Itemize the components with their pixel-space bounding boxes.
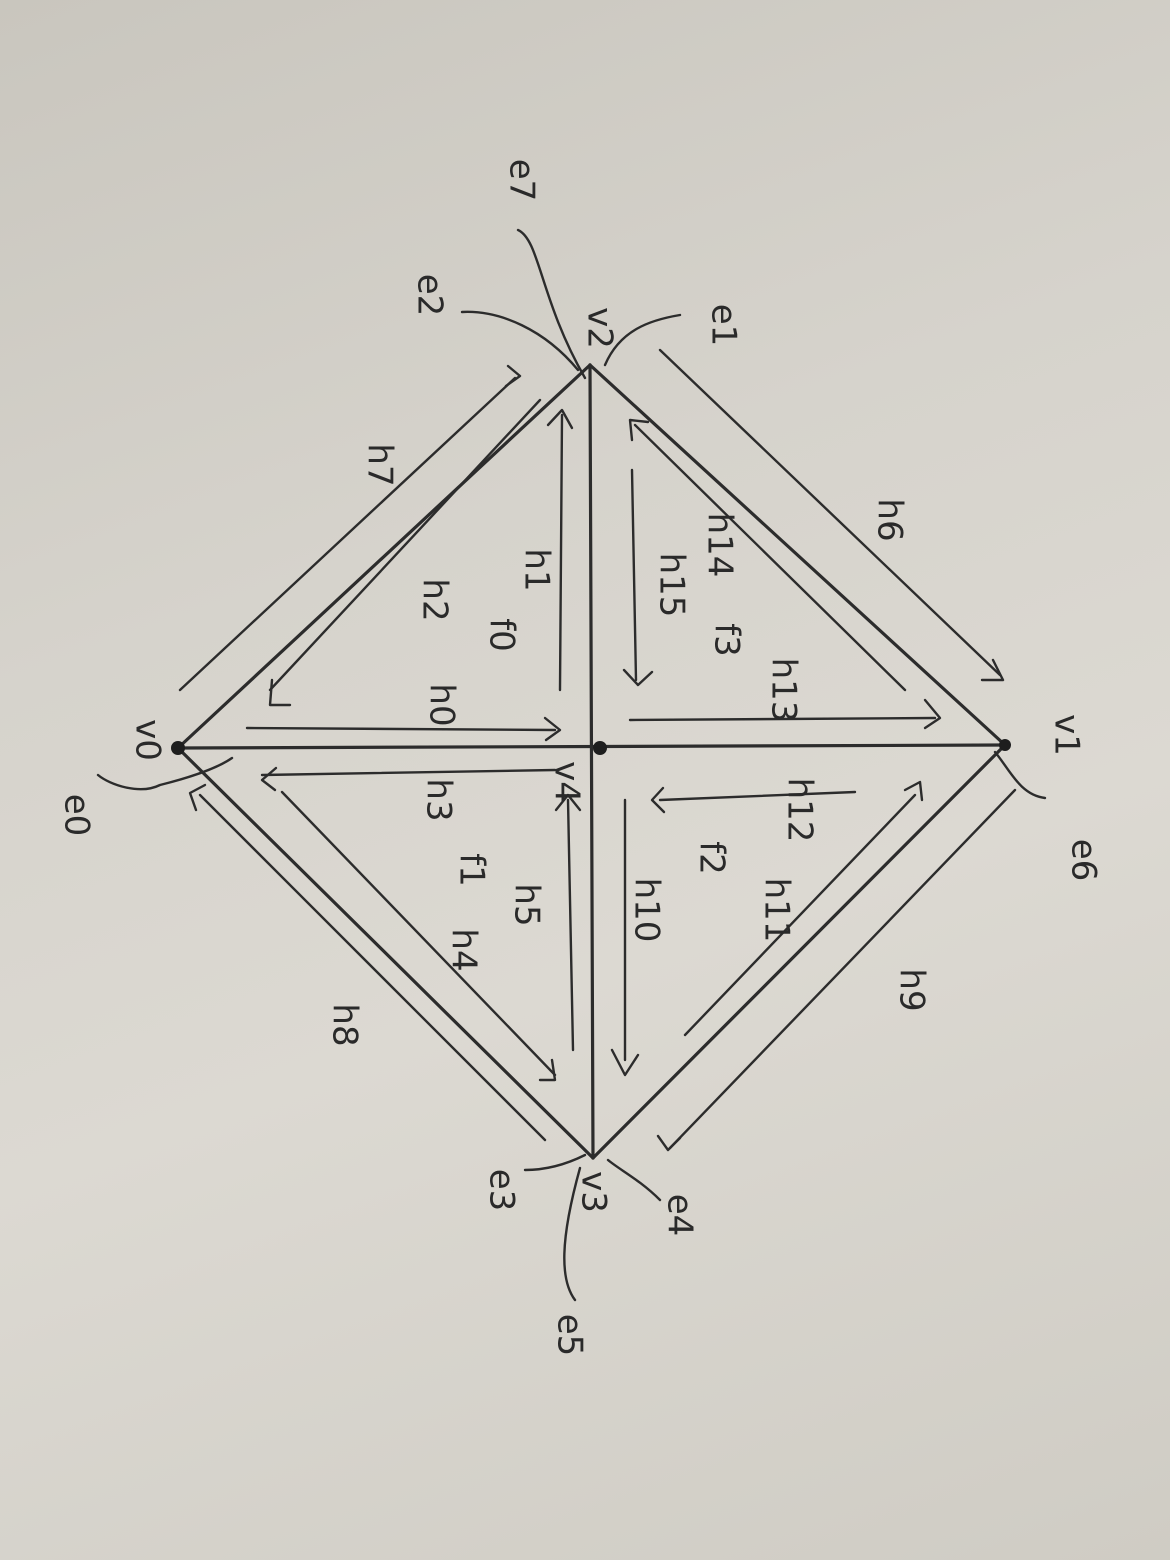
halfedge-arrow-h3 xyxy=(260,768,557,777)
arrowhead-h7 xyxy=(504,364,522,388)
arrowhead-h13 xyxy=(923,698,942,730)
label-e6: e6 xyxy=(1064,839,1104,882)
label-f0: f0 xyxy=(482,618,522,652)
label-h11: h11 xyxy=(757,878,797,943)
arrowhead-h1 xyxy=(546,408,574,430)
mesh-edges xyxy=(176,363,1007,1160)
halfedge-arrow-h15 xyxy=(630,468,638,682)
leader-e2 xyxy=(460,310,580,372)
label-h4: h4 xyxy=(444,928,484,971)
labels: v0 v1 v2 v3 v4 e0 e1 e2 e3 e4 e5 e6 e7 f… xyxy=(57,159,1104,1357)
arrowhead-h4 xyxy=(538,1058,557,1082)
label-h14: h14 xyxy=(700,513,740,578)
halfedge-arrow-h12 xyxy=(658,790,857,802)
label-h0: h0 xyxy=(422,683,462,726)
label-h1: h1 xyxy=(517,548,557,591)
halfedge-arrow-h7 xyxy=(178,376,517,692)
label-h8: h8 xyxy=(325,1003,365,1046)
vertex-v1-dot xyxy=(999,739,1011,751)
leader-e0 xyxy=(96,756,234,791)
halfedge-arrow-h2 xyxy=(268,398,542,692)
leader-e4 xyxy=(606,1158,662,1202)
label-h6: h6 xyxy=(870,498,910,541)
edge-v3-v0 xyxy=(176,746,595,1160)
label-v2: v2 xyxy=(580,307,620,349)
face-f2-halfedges xyxy=(610,780,924,1077)
label-h12: h12 xyxy=(780,778,820,843)
label-e3: e3 xyxy=(482,1169,522,1212)
arrowhead-h14 xyxy=(628,418,650,442)
label-h10: h10 xyxy=(627,878,667,943)
edge-v0-v1 xyxy=(176,743,1007,750)
edge-leader-lines xyxy=(96,228,1047,1302)
label-h13: h13 xyxy=(764,658,804,723)
label-e7: e7 xyxy=(502,159,542,202)
label-h5: h5 xyxy=(507,883,547,926)
label-e5: e5 xyxy=(550,1314,590,1357)
arrowhead-h8 xyxy=(188,783,207,812)
label-h9: h9 xyxy=(892,968,932,1011)
label-h15: h15 xyxy=(652,553,692,618)
halfedge-arrow-h4 xyxy=(280,790,557,1077)
label-e1: e1 xyxy=(704,304,744,347)
arrowhead-h0 xyxy=(543,716,562,742)
halfedge-arrow-h13 xyxy=(628,716,937,722)
edge-v0-v2 xyxy=(176,363,592,750)
halfedge-arrow-h0 xyxy=(245,726,557,732)
halfedge-arrow-h14 xyxy=(633,423,907,692)
arrowhead-h5 xyxy=(554,793,582,812)
label-f3: f3 xyxy=(707,623,747,657)
arrowhead-h2 xyxy=(268,678,292,707)
label-e4: e4 xyxy=(660,1194,700,1237)
arrowhead-h11 xyxy=(903,780,924,802)
label-e2: e2 xyxy=(410,274,450,317)
arrowhead-h15 xyxy=(622,668,654,687)
leader-e1 xyxy=(603,313,682,367)
label-h2: h2 xyxy=(415,578,455,621)
arrowhead-h9 xyxy=(656,1134,682,1152)
halfedge-arrow-h9 xyxy=(668,788,1017,1150)
face-f3-halfedges xyxy=(622,418,942,730)
arrowhead-h6 xyxy=(980,658,1005,682)
face-f1-halfedges xyxy=(260,766,582,1082)
edge-v2-v1 xyxy=(588,363,1007,747)
arrowhead-h3 xyxy=(260,766,278,792)
label-f1: f1 xyxy=(452,853,492,887)
label-v1: v1 xyxy=(1047,714,1087,756)
face-f0-halfedges xyxy=(245,398,574,742)
vertices xyxy=(171,739,1011,755)
leader-e6 xyxy=(993,750,1047,800)
vertex-v0-dot xyxy=(171,741,185,755)
edge-v2-v3 xyxy=(588,363,595,1160)
leader-e7 xyxy=(516,228,587,380)
edge-v1-v3 xyxy=(591,743,1007,1160)
halfedge-arrow-h1 xyxy=(558,413,564,692)
outer-halfedges xyxy=(178,348,1017,1152)
halfedge-arrow-h8 xyxy=(198,793,547,1142)
vertex-v4-dot xyxy=(593,741,607,755)
label-v4: v4 xyxy=(547,761,587,803)
leader-e5 xyxy=(563,1166,582,1302)
halfedge-arrow-h5 xyxy=(566,798,575,1052)
label-v3: v3 xyxy=(574,1171,614,1213)
arrowhead-h12 xyxy=(650,786,666,814)
label-h7: h7 xyxy=(360,443,400,486)
halfedge-arrow-h11 xyxy=(683,793,917,1037)
arrowhead-h10 xyxy=(610,1048,640,1077)
label-f2: f2 xyxy=(692,841,732,875)
label-v0: v0 xyxy=(128,719,168,761)
leader-e3 xyxy=(523,1153,587,1172)
label-e0: e0 xyxy=(57,794,97,837)
label-h3: h3 xyxy=(419,778,459,821)
halfedge-arrow-h6 xyxy=(658,348,1002,677)
